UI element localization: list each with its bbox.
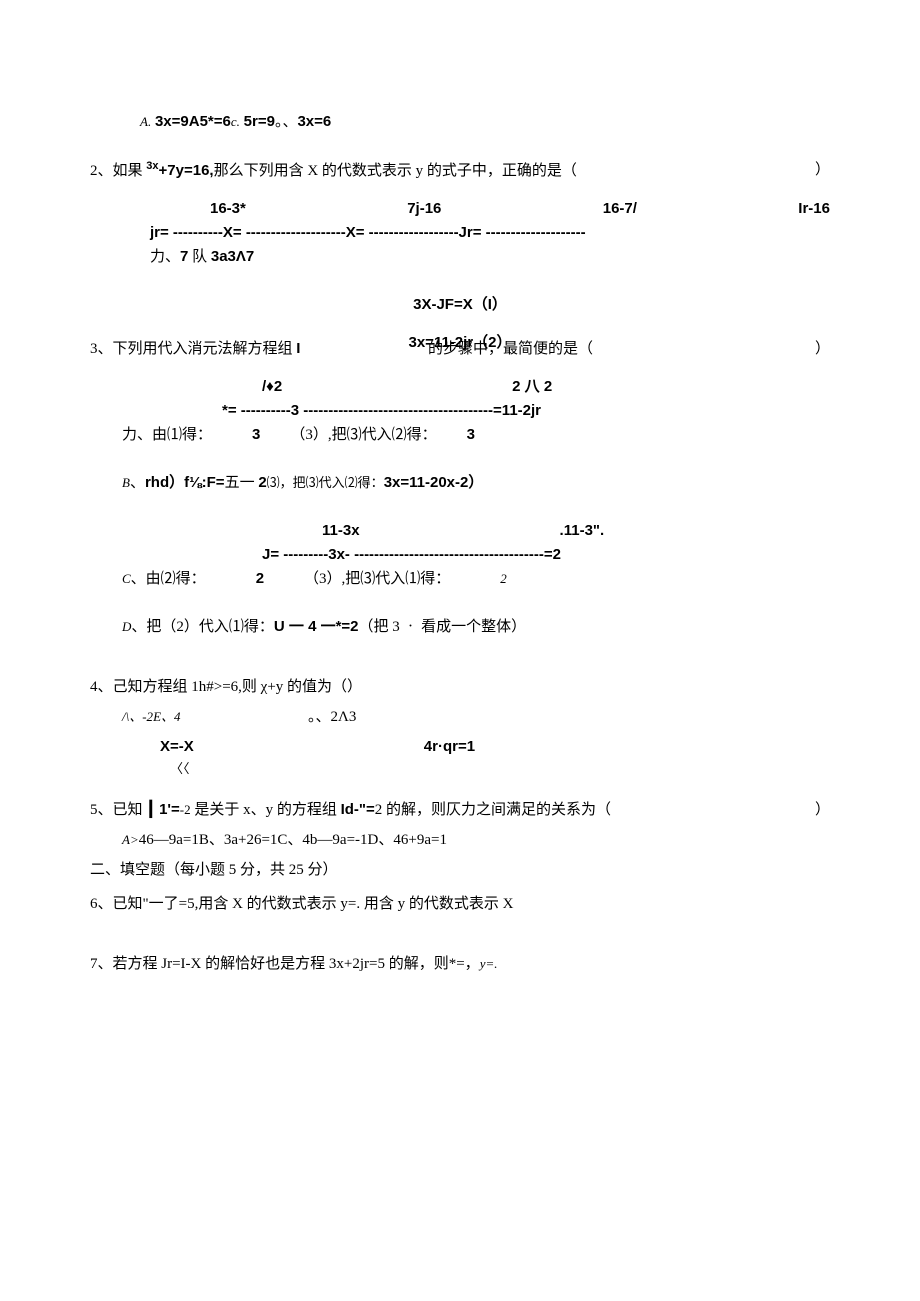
q3-optA-bot: 力、由⑴得： 3 （3）,把⑶代入⑵得： 3 bbox=[122, 423, 830, 447]
q3-optC-tops: 11-3x .11-3". bbox=[122, 519, 830, 543]
q4-opts-a: /\、-2 bbox=[122, 709, 153, 724]
q3-eq1: 3X-JF=X（I） bbox=[90, 293, 830, 317]
q7-row: 7、 若方程 Jr=I-X 的解恰好也是方程 3x+2jr=5 的解，则*=，y… bbox=[90, 952, 830, 976]
q2-frac-top-4: Ir-16 bbox=[798, 197, 830, 221]
q3-optB: B、rhd）f⅛:F=五一 2⑶，把⑶代入⑵得：3x=11-20x-2） bbox=[122, 471, 830, 495]
q3-optC-block: 11-3x .11-3". J= ---------3x- ----------… bbox=[122, 519, 830, 591]
q2-sup: 3x bbox=[146, 160, 158, 172]
q1-label-a: A. bbox=[140, 114, 151, 129]
q2-frac-top-2: 7j-16 bbox=[407, 197, 441, 221]
q2-num: 2、 bbox=[90, 159, 113, 183]
q5-opts: A>46—9a=1B、3a+26=1C、4b—9a=-1D、46+9a=1 bbox=[122, 828, 830, 852]
q1-sep: 。、 bbox=[275, 114, 298, 130]
q3-optD-a: D bbox=[122, 619, 131, 634]
q1-opt-a: 3x=9 bbox=[155, 113, 189, 130]
q2-row: 2、 如果 3x+7y=16,那么下列用含 X 的代数式表示 y 的式子中，正确… bbox=[90, 158, 830, 183]
q5-paren: ） bbox=[815, 798, 830, 822]
q7-num: 7、 bbox=[90, 952, 113, 976]
q3-text-b: 的步骤中，最简便的是（ bbox=[428, 341, 593, 357]
q2-frac-top-3: 16-7/ bbox=[603, 197, 637, 221]
q2-text-a: 如果 bbox=[113, 163, 147, 179]
q5-bold2: Id-"= bbox=[341, 801, 375, 818]
q5-text-b: 是关于 x、y 的方程组 bbox=[191, 802, 341, 818]
q7-text-a: 若方程 Jr=I-X 的解恰好也是方程 3x+2jr=5 的解，则*=， bbox=[113, 956, 480, 972]
q6-text: 已知"一了=5,用含 X 的代数式表示 y=. 用含 y 的代数式表示 X bbox=[113, 892, 830, 916]
q3-optA-3a: 3 bbox=[252, 423, 260, 447]
q3-optA-top1: /♦2 bbox=[262, 375, 282, 399]
q3-optC-2a: 2 bbox=[256, 567, 264, 591]
q3-optC-2b: 2 bbox=[500, 569, 507, 590]
q4-text: 己知方程组 1h#>=6,则 χ+y 的值为（） bbox=[113, 675, 830, 699]
q4-row-c: 〈〈 bbox=[170, 759, 830, 780]
q3-optD-c: U 一 4 一*=2 bbox=[274, 618, 359, 635]
q3-optA-block: /♦2 2 八 2 *= ----------3 ---------------… bbox=[122, 375, 830, 447]
q4-opts-b: E、4 bbox=[153, 709, 180, 724]
q2-paren: ） bbox=[815, 158, 830, 182]
q3-num: 3、 bbox=[90, 337, 113, 361]
q7-yj: y=. bbox=[480, 956, 498, 971]
q5-opt-a-lbl: A> bbox=[122, 832, 139, 847]
q3-optC-bot: C、由⑵得： 2 （3）,把⑶代入⑴得： 2 bbox=[122, 567, 830, 591]
q1-options: A. 3x=9A5*=6c. 5r=9。、3x=6 bbox=[140, 110, 830, 134]
q5-num: 5、 bbox=[90, 798, 113, 822]
q3-row: 3、 下列用代入消元法解方程组 I 的步骤中，最简便的是（ ） bbox=[90, 337, 830, 361]
q6-row: 6、 已知"一了=5,用含 X 的代数式表示 y=. 用含 y 的代数式表示 X bbox=[90, 892, 830, 916]
q5-neg2: -2 bbox=[180, 802, 191, 817]
q4-row-a: X=-X bbox=[160, 735, 194, 759]
section2-header: 二、填空题（每小题 5 分，共 25 分） bbox=[90, 858, 830, 882]
q2-line3: 力、7 队 3a3Λ7 bbox=[150, 249, 254, 265]
q3-optD-d: （把 3 ㆍ 看成一个整体） bbox=[359, 619, 527, 635]
q1-opt-d: 3x=6 bbox=[297, 113, 331, 130]
q4-opts: /\、-2E、4 。、2Λ3 bbox=[122, 705, 830, 729]
q3-optD-b: 、把（2）代入⑴得： bbox=[131, 619, 274, 635]
q5-row: 5、 已知 ┃ 1'=-2 是关于 x、y 的方程组 Id-"=2 的解，则仄力… bbox=[90, 798, 830, 822]
q3-optA-tops: /♦2 2 八 2 bbox=[122, 375, 830, 399]
q1-label-c: c. bbox=[231, 114, 240, 129]
q2-dashes: jr= ----------X= --------------------X= … bbox=[150, 221, 830, 245]
q4-opts-c: 。、2Λ3 bbox=[308, 709, 356, 725]
q3-optA-left: 力、由⑴得： bbox=[122, 423, 212, 447]
q3-optD: D、把（2）代入⑴得：U 一 4 一*=2（把 3 ㆍ 看成一个整体） bbox=[122, 615, 830, 639]
q7-body: 若方程 Jr=I-X 的解恰好也是方程 3x+2jr=5 的解，则*=，y=. bbox=[113, 952, 830, 976]
q3-big-l: I bbox=[296, 340, 300, 357]
q2-text-b: +7y=16, bbox=[159, 162, 214, 179]
q4-num: 4、 bbox=[90, 675, 113, 699]
q3-body: 下列用代入消元法解方程组 I 的步骤中，最简便的是（ ） bbox=[113, 337, 830, 361]
q3-paren: ） bbox=[815, 337, 830, 361]
q2-frac-tops: 16-3* 7j-16 16-7/ Ir-16 bbox=[210, 197, 830, 221]
q3-optC-top2: .11-3". bbox=[560, 519, 605, 543]
q5-opts-text: 46—9a=1B、3a+26=1C、4b—9a=-1D、46+9a=1 bbox=[139, 832, 447, 848]
q3-optA-mid: *= ----------3 -------------------------… bbox=[222, 399, 830, 423]
q2-frac-top-1: 16-3* bbox=[210, 197, 246, 221]
q3-optC-mid: J= ---------3x- ------------------------… bbox=[262, 543, 830, 567]
q5-text-c: 的解，则仄力之间满足的关系为（ bbox=[382, 802, 611, 818]
q3-optA-top2: 2 八 2 bbox=[512, 375, 552, 399]
q3-optC-mid2: （3）,把⑶代入⑴得： bbox=[304, 567, 450, 591]
q1-opt-c: 5r=9 bbox=[244, 113, 275, 130]
q5-body: 已知 ┃ 1'=-2 是关于 x、y 的方程组 Id-"=2 的解，则仄力之间满… bbox=[113, 798, 830, 822]
q1-mid: A5*=6 bbox=[189, 113, 231, 130]
q3-text-a: 下列用代入消元法解方程组 bbox=[113, 341, 297, 357]
q2-text-c: 那么下列用含 X 的代数式表示 y 的式子中，正确的是（ bbox=[214, 163, 577, 179]
q4-row: 4、 己知方程组 1h#>=6,则 χ+y 的值为（） bbox=[90, 675, 830, 699]
q3-optC-top1: 11-3x bbox=[322, 519, 360, 543]
q5-bold1: 1'= bbox=[159, 801, 180, 818]
q6-num: 6、 bbox=[90, 892, 113, 916]
q3-optC-left: C、由⑵得： bbox=[122, 567, 206, 591]
q2-frac-block: 16-3* 7j-16 16-7/ Ir-16 jr= ----------X=… bbox=[150, 197, 830, 269]
q4-row2: X=-X 4r·qr=1 bbox=[160, 735, 830, 759]
q5-bar: ┃ bbox=[146, 801, 155, 818]
q2-bottom: 力、7 队 3a3Λ7 bbox=[150, 245, 830, 269]
q3-optA-3b: 3 bbox=[467, 423, 475, 447]
q4-row-b: 4r·qr=1 bbox=[424, 735, 475, 759]
q3-optA-mid2: （3）,把⑶代入⑵得： bbox=[290, 423, 436, 447]
q5-text-a: 已知 bbox=[113, 802, 147, 818]
q2-body: 如果 3x+7y=16,那么下列用含 X 的代数式表示 y 的式子中，正确的是（… bbox=[113, 158, 830, 183]
